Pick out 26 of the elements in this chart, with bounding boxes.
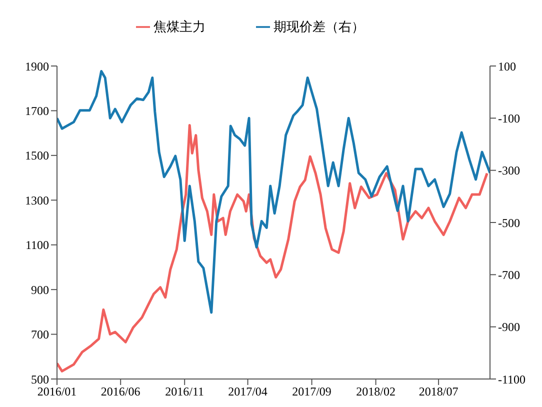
y-tick-label: 1900 xyxy=(25,59,49,74)
x-tick-label: 2018/07 xyxy=(418,384,458,399)
y-tick-label: 1300 xyxy=(25,193,49,208)
y-tick-label: 500 xyxy=(31,372,49,386)
y2-tick-label: -700 xyxy=(498,268,520,282)
y2-tick-label: -500 xyxy=(498,216,520,230)
x-tick-label: 2016/11 xyxy=(165,384,204,399)
x-tick-label: 2016/06 xyxy=(100,384,140,399)
y-tick-label: 900 xyxy=(31,282,49,297)
line-series xyxy=(57,124,488,372)
y-tick-label: 700 xyxy=(31,328,49,342)
x-tick-label: 2017/04 xyxy=(228,384,268,399)
x-tick-label: 2017/09 xyxy=(292,384,332,399)
y2-tick-label: -900 xyxy=(498,320,520,334)
y-tick-label: 1100 xyxy=(25,238,49,252)
y2-tick-label: -100 xyxy=(498,111,520,126)
x-tick-label: 2016/01 xyxy=(37,384,77,399)
line-series xyxy=(57,70,490,314)
legend-label: 焦煤主力 xyxy=(154,20,206,35)
x-tick-label: 2018/02 xyxy=(356,384,396,399)
y-tick-label: 1700 xyxy=(25,104,49,118)
legend-label: 期现价差（右） xyxy=(274,20,364,35)
y2-tick-label: 100 xyxy=(498,59,516,74)
y-tick-label: 1500 xyxy=(25,148,49,163)
y2-tick-label: -300 xyxy=(498,164,520,178)
y2-tick-label: -1100 xyxy=(498,372,526,386)
